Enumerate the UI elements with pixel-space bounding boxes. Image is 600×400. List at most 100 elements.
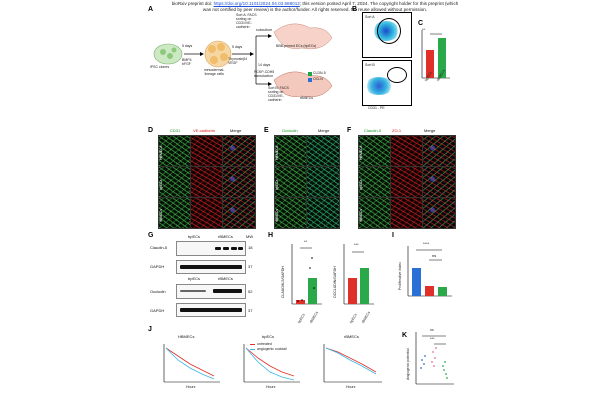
d-img-rbmec-cd31	[158, 197, 192, 229]
c-sig: **	[422, 27, 426, 32]
h-left-bar-rbmecs	[308, 278, 317, 304]
g-head-rbmecs: rBMECs	[218, 234, 233, 239]
panel-k-chart	[415, 332, 454, 385]
g-row-3: GAPDH	[150, 308, 165, 313]
d-img-bpec-merge	[222, 166, 256, 198]
j-plot-rbmecs	[323, 344, 382, 383]
gate-b	[387, 67, 407, 83]
g-mw-3: 37	[248, 308, 253, 313]
f-img-rbmec-cldn	[358, 197, 392, 229]
d-row-2: rBMECs	[159, 208, 163, 222]
subculture-label: subculture	[256, 28, 273, 32]
panel-i-chart	[407, 246, 452, 297]
meso-label: mesodermal- lineage cells	[204, 68, 225, 76]
transduction-label: PCKP-CDH5 transduction	[254, 70, 275, 78]
panel-label-j: J	[148, 326, 152, 333]
g-head-rbmecs-2: rBMECs	[218, 276, 233, 281]
f-img-bpec-merge	[422, 166, 456, 198]
g-head-bpecs-2: bpECs	[188, 276, 201, 281]
blot-claudin5	[176, 241, 246, 256]
g-mw-1: 37	[248, 264, 253, 269]
step1-days: 5 days	[182, 44, 193, 48]
f-row-0: HBMECs	[359, 145, 363, 160]
panel-label-b: B	[352, 6, 358, 13]
d-row-1: bpECs	[159, 179, 163, 190]
flow-cluster-b	[365, 77, 393, 95]
blot-gapdh-1	[176, 260, 246, 274]
e-row-0: HBMECs	[275, 145, 279, 160]
e-img-bpec-merge	[306, 166, 340, 198]
header-line2: was not certified by peer review) is the…	[202, 7, 428, 12]
g-row-2: Occludin	[150, 289, 166, 294]
bar-bpecs	[426, 50, 434, 78]
g-head-mw: MW	[246, 234, 254, 239]
d-img-hbmec-merge	[222, 135, 256, 167]
j-xlabel-1: Hours	[266, 385, 276, 389]
e-img-rbmec-merge	[306, 197, 340, 229]
e-row-2: rBMECs	[275, 208, 279, 222]
g-row-0: Claudin-5	[150, 245, 168, 250]
i-sig-ns: ns	[432, 253, 437, 258]
i-sig-top: ****	[423, 241, 430, 246]
doi-link[interactable]: https://doi.org/10.1101/2024.04.03.58801…	[213, 1, 300, 6]
panel-label-k: K	[402, 332, 408, 339]
bar-rbmecs	[438, 38, 446, 78]
cldn-label: CLDN-5	[313, 71, 326, 75]
flow-plot-sort-b: Sort B	[362, 60, 412, 106]
f-img-bpec-cldn	[358, 166, 392, 198]
f-img-hbmec-cldn	[358, 135, 392, 167]
f-img-rbmec-zo1	[390, 197, 424, 229]
j-legend-1: angiogenic cocktail	[257, 347, 287, 351]
sort-a-tag: Sort A	[365, 15, 375, 19]
e-img-hbmec-occ	[274, 135, 308, 167]
f-img-hbmec-merge	[422, 135, 456, 167]
sort-b-tag: Sort B	[365, 63, 375, 67]
g-mw-2: 52	[248, 289, 253, 294]
ocln-label: OCLN	[313, 77, 323, 81]
e-img-rbmec-occ	[274, 197, 308, 229]
bpecs-label: BBB-primed ECs (bpECs)	[276, 44, 317, 48]
j-xlabel-2: Hours	[346, 385, 356, 389]
panel-label-i: I	[392, 232, 394, 239]
j-title-1: bpECs	[262, 334, 275, 339]
panel-label-f: F	[347, 127, 352, 134]
d-img-bpec-vecad	[190, 166, 224, 198]
j-title-2: rBMECs	[344, 334, 359, 339]
d-img-rbmec-merge	[222, 197, 256, 229]
panel-label-h: H	[268, 232, 274, 239]
e-col1: Occludin	[282, 128, 298, 133]
d-img-hbmec-cd31	[158, 135, 192, 167]
j-title-0: HBMECs	[178, 334, 195, 339]
d-col3: Merge	[230, 128, 242, 133]
e-img-bpec-occ	[274, 166, 308, 198]
f-row-2: rBMECs	[359, 208, 363, 222]
panel-label-e: E	[264, 127, 269, 134]
h-left-bar-bpecs	[296, 300, 305, 304]
h-right-bar-bpecs	[348, 278, 357, 304]
f-row-1: bpECs	[359, 179, 363, 190]
f-img-rbmec-merge	[422, 197, 456, 229]
h-right-sig: ***	[354, 242, 359, 247]
d-col1: CD31	[170, 128, 181, 133]
header-text-a: bioRxiv preprint doi:	[171, 1, 214, 6]
ipsc-label: iPSC clones	[150, 65, 170, 69]
panel-h-charts	[291, 244, 374, 305]
sort-a-label: Sort A: FACS sorting on CD31/VE- cadheri…	[236, 13, 257, 29]
i-ylabel: Proliferative Index	[398, 261, 402, 290]
i-bar-bpecs	[425, 286, 434, 296]
blot-gapdh-2	[176, 303, 246, 317]
panel-c-chart	[421, 30, 450, 79]
step1-factors: BMP4 bFGF	[182, 58, 192, 66]
d-img-bpec-cd31	[158, 166, 192, 198]
e-img-hbmec-merge	[306, 135, 340, 167]
d-img-hbmec-vecad	[190, 135, 224, 167]
f-img-bpec-zo1	[390, 166, 424, 198]
e-col2: Merge	[318, 128, 330, 133]
panel-label-d: D	[148, 127, 154, 134]
k-sig: ***	[430, 336, 435, 341]
j-xlabel-0: Hours	[186, 385, 196, 389]
k-sig-ns: ns	[430, 328, 434, 332]
f-col2: ZO-1	[392, 128, 402, 133]
sort-b-label: Sort B: FACS sorting on CD31/VE- cadheri…	[268, 86, 289, 102]
h-right-ylabel: OCCLUDIN/GAPDH	[333, 266, 337, 298]
